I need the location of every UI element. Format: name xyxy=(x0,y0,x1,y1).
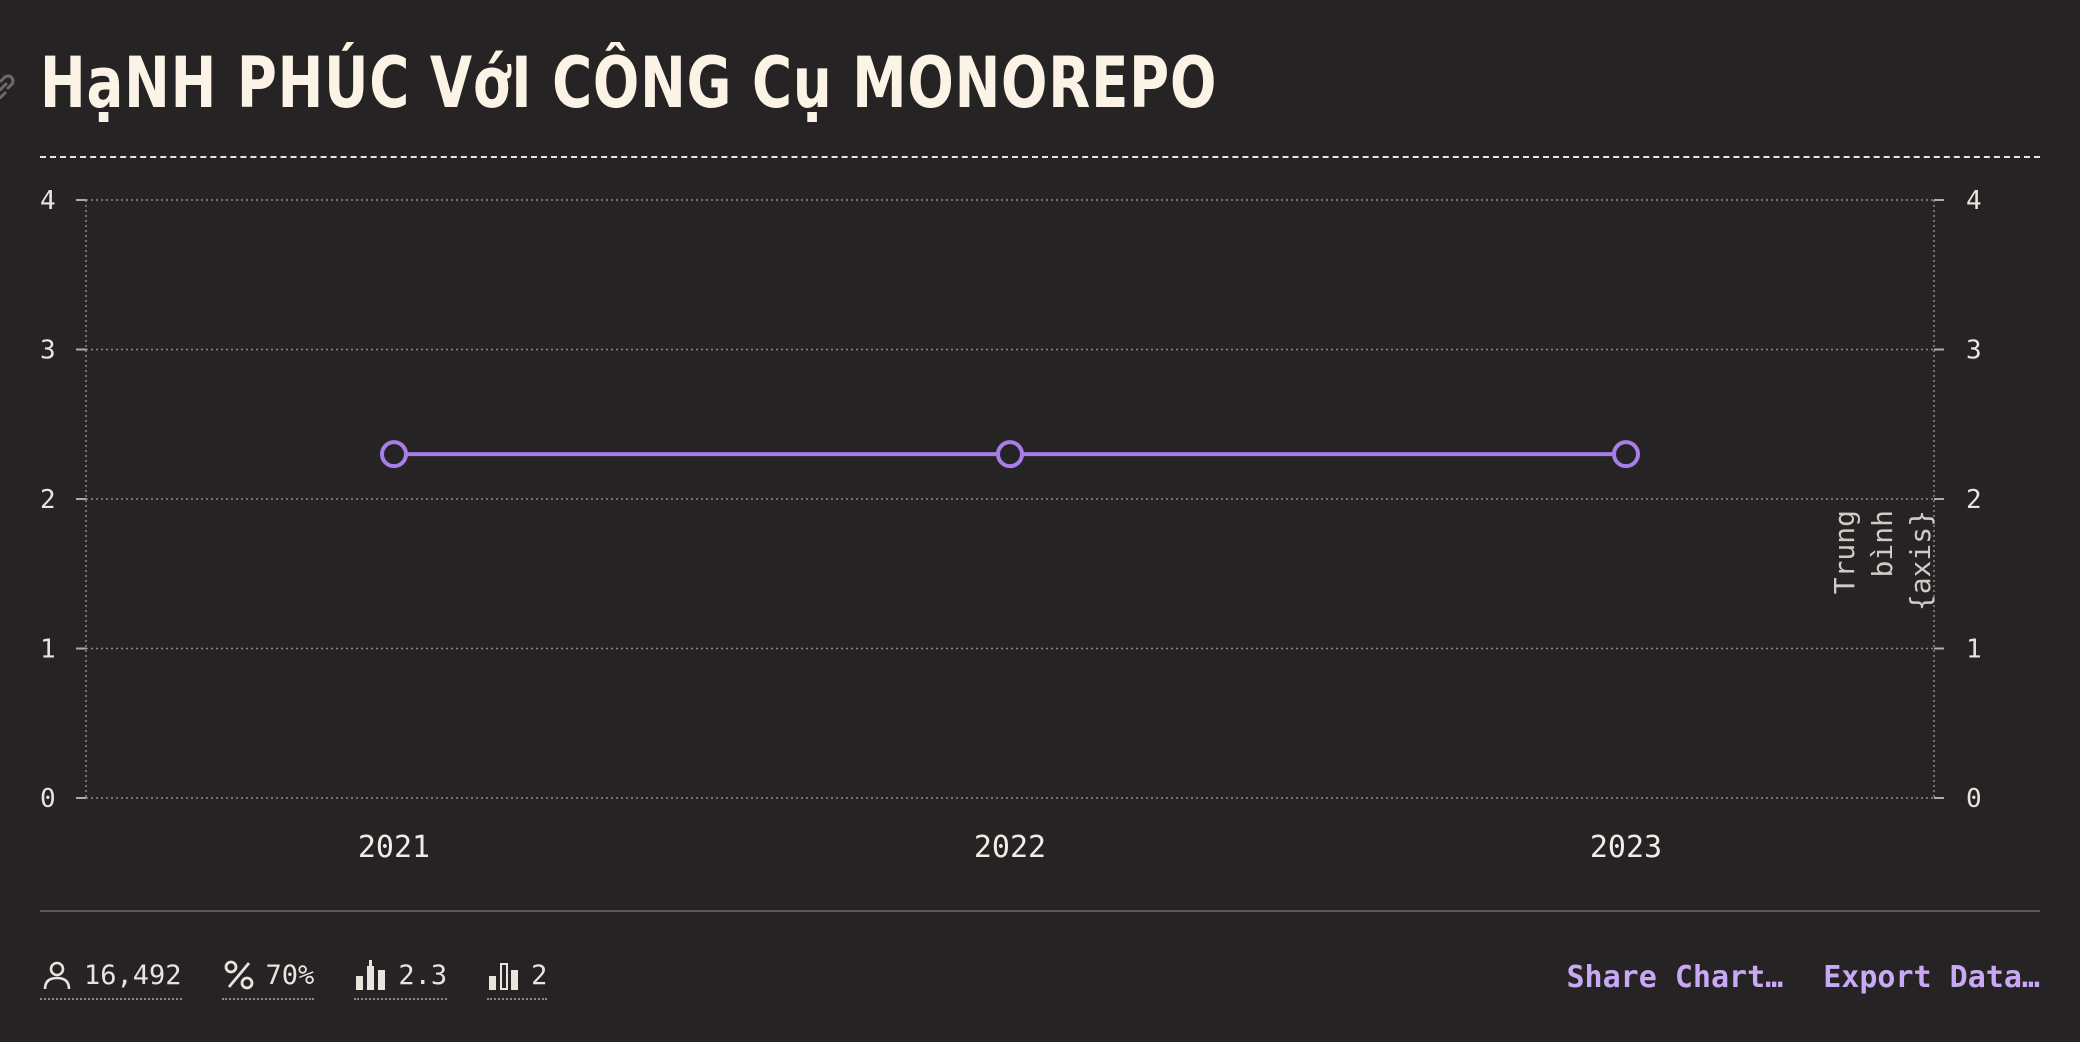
y-tick-label-left: 2 xyxy=(40,485,56,515)
chart-actions: Share Chart… Export Data… xyxy=(1567,960,2041,995)
stat-responses-value: 16,492 xyxy=(84,959,182,991)
y-tick-label-left: 0 xyxy=(40,784,56,814)
x-tick-label: 2023 xyxy=(1590,830,1662,865)
bar-count-icon xyxy=(489,963,519,990)
stat-average-value: 2.3 xyxy=(398,959,448,991)
y-tick-label-right: 0 xyxy=(1966,784,1982,814)
y-tick-label-right: 3 xyxy=(1966,336,1982,366)
y-tick-label-right: 2 xyxy=(1966,485,1982,515)
data-point xyxy=(1612,440,1640,469)
y-axis-label-word: bình xyxy=(1866,510,1899,577)
percent-icon xyxy=(224,960,253,990)
stat-count[interactable]: 2 xyxy=(487,958,548,1000)
stat-responses[interactable]: 16,492 xyxy=(40,958,182,1000)
x-tick-label: 2021 xyxy=(358,830,430,865)
footer-divider xyxy=(40,910,2040,912)
person-icon xyxy=(43,961,71,990)
bar-average-icon xyxy=(356,960,386,990)
data-point xyxy=(996,440,1024,469)
stat-percent[interactable]: 70% xyxy=(221,958,315,1000)
title-divider xyxy=(40,156,2040,158)
y-tick-label-left: 3 xyxy=(40,336,56,366)
y-tick-label-right: 1 xyxy=(1966,635,1982,665)
link-icon[interactable] xyxy=(0,70,20,104)
y-tick-label-right: 4 xyxy=(1966,186,1982,216)
y-axis-label-word: Trung xyxy=(1828,510,1861,594)
stat-percent-value: 70% xyxy=(265,959,315,991)
y-tick-label-left: 4 xyxy=(40,186,56,216)
line-chart: 0 0 1 1 2 2 3 3 4 4 2021 2022 2023 Trung bình {axis} xyxy=(40,186,1982,865)
chart-title: HạNH PHÚC VớI CÔNG Cụ MONOREPO xyxy=(40,42,1218,124)
export-data-button[interactable]: Export Data… xyxy=(1823,960,2040,995)
x-tick-label: 2022 xyxy=(974,830,1046,865)
y-axis-label-word: {axis} xyxy=(1904,510,1937,611)
stat-count-value: 2 xyxy=(531,959,548,991)
stat-average[interactable]: 2.3 xyxy=(354,958,448,1000)
data-point xyxy=(380,440,408,469)
y-tick-label-left: 1 xyxy=(40,635,56,665)
share-chart-button[interactable]: Share Chart… xyxy=(1566,960,1784,995)
stats-bar: 16,492 70% 2.3 xyxy=(40,958,548,1000)
